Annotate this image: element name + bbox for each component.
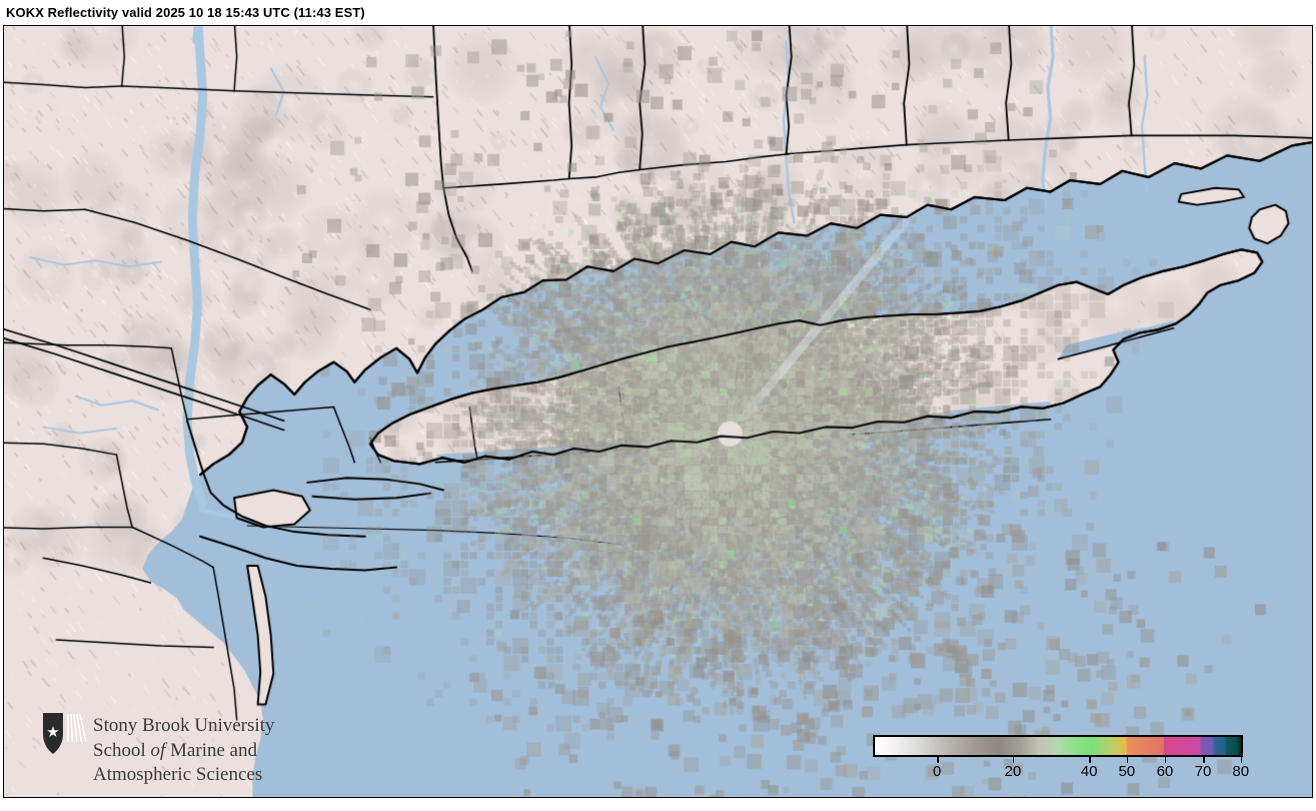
radar-map-panel[interactable] — [3, 25, 1313, 798]
radar-map-canvas[interactable] — [4, 26, 1312, 797]
page-title: KOKX Reflectivity valid 2025 10 18 15:43… — [0, 0, 1316, 25]
